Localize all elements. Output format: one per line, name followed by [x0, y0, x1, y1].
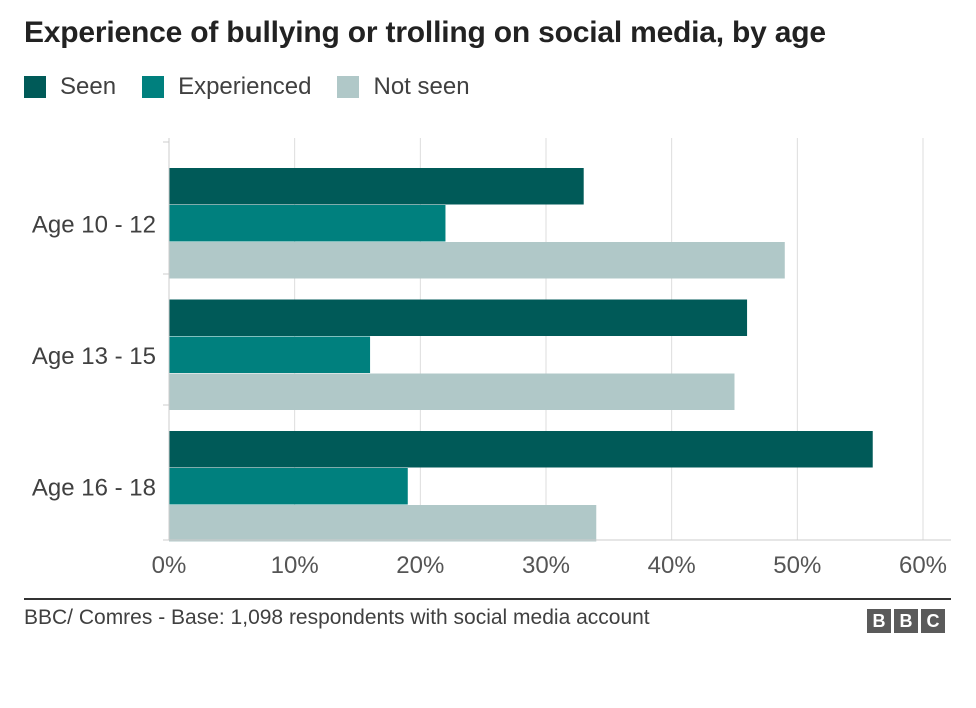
legend-swatch-not-seen [337, 76, 360, 98]
x-tick-label: 50% [773, 552, 821, 579]
legend-swatch-seen [24, 76, 46, 98]
bar-chart: Age 10 - 12 Age 13 - 15 Age 16 - 18 0% 10% 20… [32, 138, 951, 579]
legend-swatch-experienced [142, 76, 165, 98]
bbc-logo-letter: B [894, 609, 918, 633]
category-label: Age 16 - 18 [32, 475, 156, 502]
bar [169, 431, 873, 468]
bar [169, 468, 408, 505]
bar [169, 299, 748, 336]
legend: Seen Experienced Not seen [24, 72, 496, 102]
bar [169, 242, 785, 279]
x-tick-label: 60% [899, 552, 947, 579]
bar [169, 373, 735, 410]
legend-label-not-seen: Not seen [373, 73, 470, 100]
footer-rule [24, 598, 951, 600]
x-tick-label: 20% [396, 552, 444, 579]
bar [169, 336, 371, 373]
x-tick-label: 40% [648, 552, 696, 579]
legend-label-experienced: Experienced [178, 73, 312, 100]
x-tick-label: 0% [152, 552, 187, 579]
legend-label-seen: Seen [60, 73, 117, 100]
x-tick-label: 30% [522, 552, 570, 579]
bbc-logo-letter: B [867, 609, 891, 633]
legend-item-experienced: Experienced [142, 73, 311, 101]
legend-item-seen: Seen [24, 73, 116, 101]
chart-title: Experience of bullying or trolling on so… [24, 16, 826, 49]
bbc-logo: B B C [867, 609, 945, 633]
bbc-logo-letter: C [921, 609, 945, 633]
bar [169, 205, 446, 242]
legend-item-not-seen: Not seen [337, 73, 470, 101]
bar [169, 168, 584, 205]
bar [169, 505, 597, 542]
category-label: Age 10 - 12 [32, 212, 156, 239]
source-note: BBC/ Comres - Base: 1,098 respondents wi… [24, 606, 650, 629]
category-label: Age 13 - 15 [32, 343, 156, 370]
x-tick-label: 10% [271, 552, 319, 579]
